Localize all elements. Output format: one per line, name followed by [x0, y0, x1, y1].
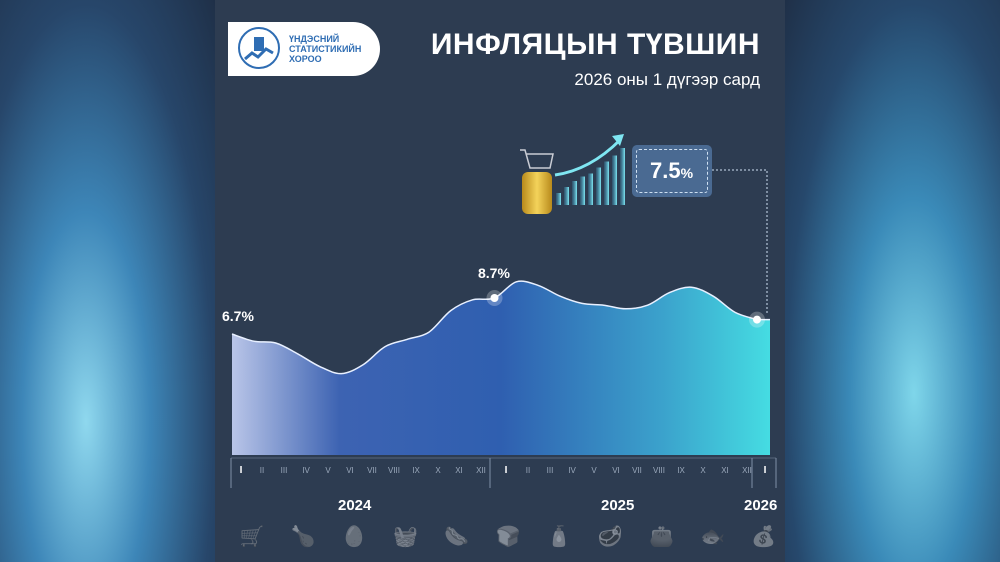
month-tick-label: I: [505, 465, 508, 476]
month-tick-label: IX: [677, 466, 685, 475]
current-value-box: 7.5%: [632, 145, 712, 197]
money-bag-icon: 💰: [751, 526, 777, 548]
canned-fish-icon: 🐟: [700, 526, 726, 548]
emblem-icon: [238, 27, 280, 69]
month-tick-label: XII: [476, 466, 486, 475]
wallet-icon: 👛: [649, 526, 674, 548]
background-right: [785, 0, 1000, 562]
growth-bar: [556, 193, 561, 205]
month-tick-label: VII: [367, 466, 377, 475]
month-tick-label: IV: [568, 466, 576, 475]
current-value-unit: %: [680, 165, 694, 181]
month-tick-label: VIII: [388, 466, 400, 475]
page-title: ИНФЛЯЦЫН ТҮВШИН: [430, 28, 760, 61]
month-tick-label: V: [591, 466, 597, 475]
data-label-start: 6.7%: [222, 308, 254, 324]
month-tick-label: XI: [455, 466, 463, 475]
growth-graphic-icon: [520, 134, 625, 214]
sausage-icon: 🌭: [444, 526, 470, 548]
basket-icon: 🧺: [393, 526, 419, 548]
month-tick-label: X: [700, 466, 706, 475]
chicken-icon: 🍗: [290, 526, 316, 548]
highlight-point: [753, 315, 761, 324]
bread-icon: 🍞: [495, 526, 521, 548]
year-label-2024: 2024: [338, 497, 372, 514]
growth-bar: [572, 181, 577, 205]
growth-bar: [588, 173, 593, 205]
month-tick-label: II: [526, 466, 530, 475]
data-label-peak: 8.7%: [478, 265, 510, 281]
eggs-icon: 🥚: [341, 526, 367, 548]
logo-text: ҮНДЭСНИЙ СТАТИСТИКИЙН ХОРОО: [289, 34, 362, 64]
month-tick-label: II: [260, 466, 264, 475]
month-tick-label: V: [325, 466, 331, 475]
growth-bar: [580, 176, 585, 205]
shopping-cart-icon: [520, 149, 554, 169]
month-tick-label: VI: [612, 466, 620, 475]
current-value: 7.5: [650, 158, 681, 183]
growth-bar: [564, 187, 569, 205]
month-tick-label: I: [240, 465, 243, 476]
footer-icons: 🛒 🍗 🥚 🧺 🌭 🍞 🧴 🥩 👛 🐟 💰: [238, 525, 778, 549]
page-subtitle: 2026 оны 1 дүгээр сард: [574, 70, 760, 89]
background-left: [0, 0, 215, 562]
cart-icon: 🛒: [239, 526, 265, 548]
growth-bar: [596, 167, 601, 205]
month-tick-label: IX: [412, 466, 420, 475]
growth-bar: [604, 161, 609, 205]
month-tick-label: III: [547, 466, 554, 475]
area-fill: [232, 281, 770, 455]
month-tick-label: XII: [742, 466, 752, 475]
month-tick-label: VIII: [653, 466, 665, 475]
year-label-2026: 2026: [744, 497, 778, 514]
highlight-point: [490, 294, 499, 302]
connector-line: [712, 169, 768, 315]
month-tick-label: XI: [721, 466, 729, 475]
month-tick-label: VII: [632, 466, 642, 475]
year-label-2025: 2025: [601, 497, 635, 514]
infographic-panel: [215, 0, 785, 562]
month-tick-label: X: [435, 466, 441, 475]
growth-bar: [612, 155, 617, 205]
growth-bar: [620, 148, 625, 205]
bottles-icon: 🧴: [546, 526, 572, 548]
month-tick-label: III: [281, 466, 288, 475]
month-tick-label: I: [764, 465, 767, 476]
month-tick-label: IV: [302, 466, 310, 475]
coins-icon: [522, 172, 552, 214]
meat-icon: 🥩: [597, 526, 623, 548]
month-tick-label: VI: [346, 466, 354, 475]
logo: ҮНДЭСНИЙ СТАТИСТИКИЙН ХОРОО: [228, 22, 380, 76]
